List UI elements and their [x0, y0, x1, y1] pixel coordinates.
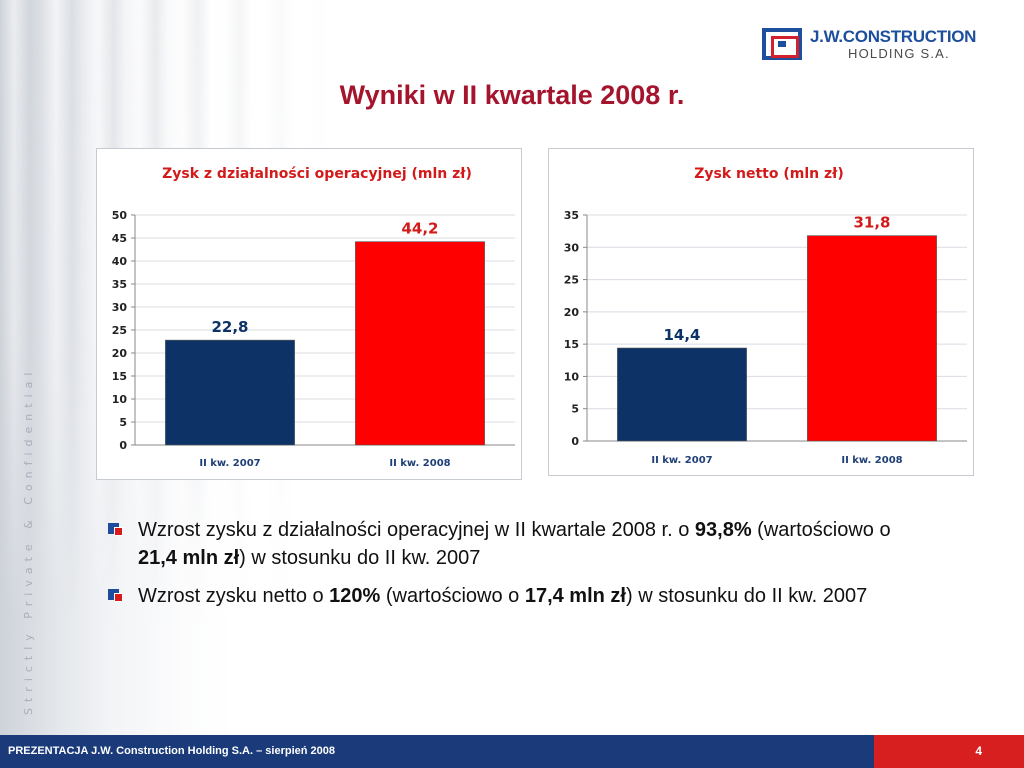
- chart-title: Zysk netto (mln zł): [694, 166, 844, 182]
- y-tick-label: 10: [564, 370, 580, 383]
- y-tick-label: 25: [112, 324, 127, 337]
- y-tick-label: 35: [112, 278, 127, 291]
- y-tick-label: 15: [112, 370, 127, 383]
- footer-bar: PREZENTACJA J.W. Construction Holding S.…: [0, 735, 1024, 768]
- logo-text: J.W.CONSTRUCTION HOLDING S.A.: [810, 28, 976, 60]
- footer-caption: PREZENTACJA J.W. Construction Holding S.…: [0, 735, 874, 768]
- logo-line2: HOLDING S.A.: [848, 46, 950, 61]
- y-tick-label: 5: [119, 416, 127, 429]
- logo-mark-icon: [762, 28, 802, 60]
- logo-line1: J.W.CONSTRUCTION: [810, 27, 977, 46]
- y-tick-label: 0: [571, 435, 579, 448]
- bar: [165, 339, 295, 446]
- page-number: 4: [874, 735, 1024, 768]
- bullet-segment: Wzrost zysku netto o: [138, 585, 330, 607]
- chart-net-profit-svg: Zysk netto (mln zł) 0 5 10 15 20 25 30 35 14,4 II …: [564, 166, 967, 466]
- y-tick-label: 15: [564, 338, 579, 351]
- bar: [807, 235, 937, 442]
- bullet-highlight: 21,4 mln zł: [138, 547, 240, 569]
- chart-net-profit: Zysk netto (mln zł) 0 5 10 15 20 25 30 35 14,4 II …: [548, 148, 974, 476]
- y-tick-label: 10: [112, 393, 128, 406]
- bullet-segment: ) w stosunku do II kw. 2007: [239, 547, 481, 569]
- bullet-segment: (wartościowo o: [751, 519, 891, 541]
- bullet-text: Wzrost zysku z działalności operacyjnej …: [138, 516, 908, 572]
- bullet-squares-icon: [108, 523, 128, 537]
- y-tick-label: 20: [564, 306, 580, 319]
- y-tick-label: 25: [564, 274, 579, 287]
- company-logo: J.W.CONSTRUCTION HOLDING S.A.: [762, 28, 976, 60]
- y-tick-label: 50: [112, 209, 128, 222]
- data-label: 22,8: [211, 318, 248, 336]
- bullet-list: Wzrost zysku z działalności operacyjnej …: [108, 516, 908, 620]
- data-label: 31,8: [853, 214, 890, 232]
- y-tick-label: 30: [112, 301, 128, 314]
- bullet-segment: (wartościowo o: [380, 585, 525, 607]
- bullet-segment: Wzrost zysku z działalności operacyjnej …: [138, 519, 695, 541]
- bar: [355, 241, 485, 446]
- chart-operating-profit: Zysk z działalności operacyjnej (mln zł)…: [96, 148, 522, 480]
- data-label: 44,2: [401, 220, 438, 238]
- chart-title: Zysk z działalności operacyjnej (mln zł): [162, 166, 472, 182]
- bullet-text: Wzrost zysku netto o 120% (wartościowo o…: [138, 582, 867, 610]
- bullet-item: Wzrost zysku z działalności operacyjnej …: [108, 516, 908, 572]
- bullet-highlight: 93,8%: [694, 519, 752, 541]
- bullet-highlight: 17,4 mln zł: [524, 585, 626, 607]
- x-category-label: II kw. 2007: [199, 458, 260, 469]
- y-tick-label: 5: [571, 403, 579, 416]
- chart-operating-profit-svg: Zysk z działalności operacyjnej (mln zł)…: [112, 166, 515, 469]
- confidential-side-text: Strictly Private & Confidential: [22, 366, 35, 715]
- y-tick-label: 0: [119, 439, 127, 452]
- bullet-item: Wzrost zysku netto o 120% (wartościowo o…: [108, 582, 908, 610]
- bar: [617, 347, 747, 442]
- data-label: 14,4: [663, 326, 700, 344]
- slide-title: Wyniki w II kwartale 2008 r.: [339, 80, 685, 110]
- y-tick-label: 40: [112, 255, 128, 268]
- x-category-label: II kw. 2007: [651, 455, 712, 466]
- bullet-highlight: 120%: [329, 585, 381, 607]
- y-tick-label: 35: [564, 209, 579, 222]
- y-tick-label: 45: [112, 232, 127, 245]
- x-category-label: II kw. 2008: [389, 458, 450, 469]
- y-tick-label: 30: [564, 241, 580, 254]
- bullet-segment: ) w stosunku do II kw. 2007: [625, 585, 868, 607]
- y-tick-label: 20: [112, 347, 128, 360]
- bullet-squares-icon: [108, 589, 128, 603]
- x-category-label: II kw. 2008: [841, 455, 902, 466]
